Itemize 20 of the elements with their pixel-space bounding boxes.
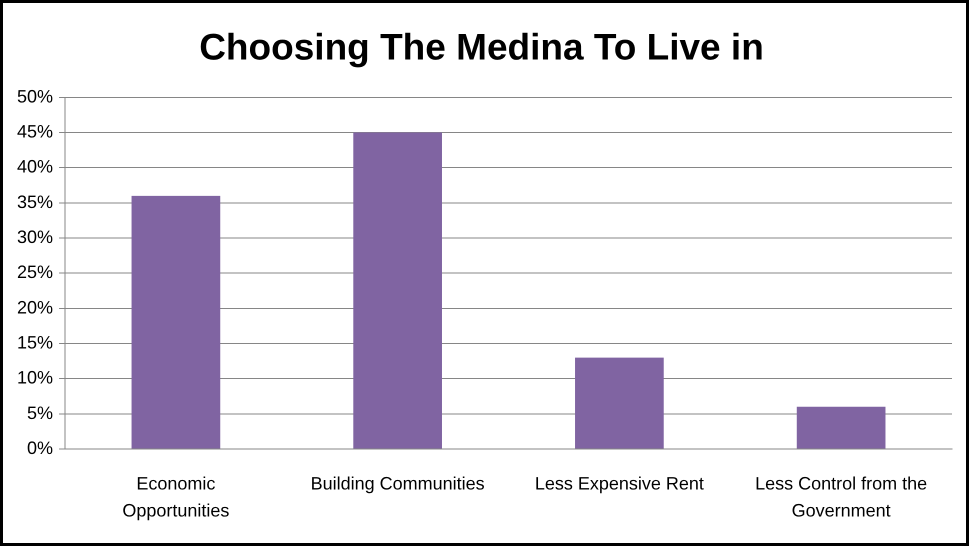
- y-tick-label: 0%: [27, 438, 54, 458]
- bar: [353, 132, 442, 448]
- y-tick-label: 30%: [16, 227, 54, 248]
- bar: [132, 196, 220, 448]
- y-tick-label: 10%: [16, 368, 54, 388]
- y-tick-label: 20%: [16, 297, 54, 318]
- x-tick-label: Less Control from the Government: [755, 473, 928, 520]
- y-tick-label: 40%: [16, 156, 54, 177]
- y-tick-label: 5%: [27, 402, 54, 423]
- x-tick-label: Economic Opportunities: [122, 473, 230, 520]
- bar: [796, 406, 886, 448]
- y-tick-label: 15%: [16, 332, 54, 352]
- y-tick-label: 35%: [16, 192, 54, 212]
- x-tick-label: Building Communities: [310, 473, 485, 494]
- y-tick-label: 50%: [16, 86, 54, 106]
- y-tick-label: 25%: [16, 262, 54, 282]
- x-tick-label: Less Expensive Rent: [534, 473, 704, 494]
- bar: [575, 358, 664, 448]
- chart-title: Choosing The Medina To Live in: [199, 26, 764, 68]
- y-tick-label: 45%: [16, 122, 54, 142]
